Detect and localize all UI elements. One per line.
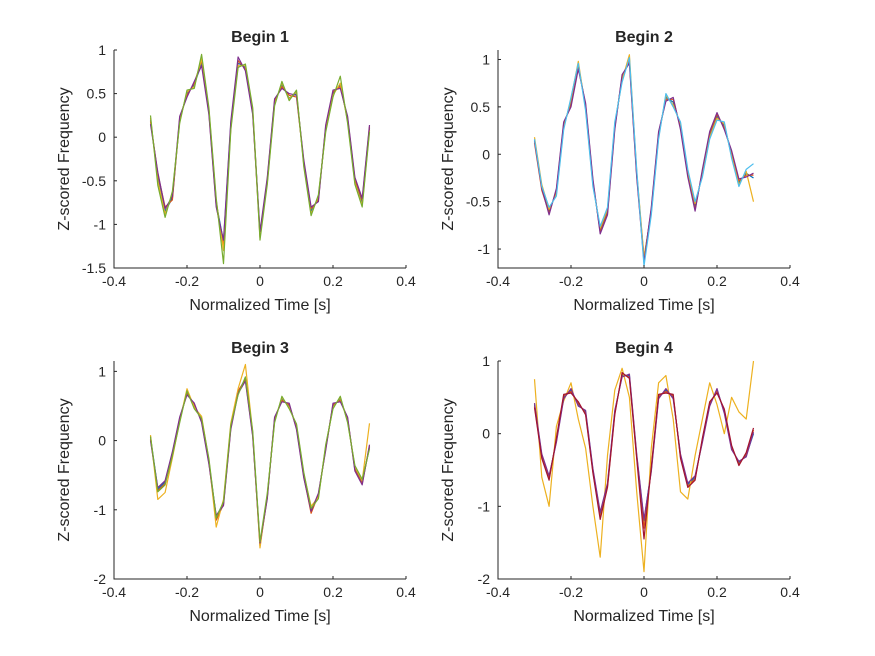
series-line-4 xyxy=(533,62,754,263)
chart-title: Begin 4 xyxy=(615,340,673,357)
y-axis-label: Z-scored Frequency xyxy=(440,398,457,541)
x-tick-label: -0.2 xyxy=(175,584,199,600)
x-tick-label: 0 xyxy=(256,273,264,289)
x-axis-label: Normalized Time [s] xyxy=(189,608,330,625)
x-tick-label: 0 xyxy=(640,584,648,600)
x-axis-label: Normalized Time [s] xyxy=(573,608,714,625)
x-tick-label: 0.4 xyxy=(396,584,416,600)
series-line-4 xyxy=(149,56,371,241)
subplot-4: -0.4 -0.2 0 0.2 0.4 -2 -1 0 1 Begin 4 Normalized T… xyxy=(440,340,800,625)
y-tick-label: 0 xyxy=(98,433,106,449)
x-tick-label: 0.4 xyxy=(780,273,800,289)
series-line-2 xyxy=(533,60,754,261)
x-tick-label: -0.4 xyxy=(102,584,126,600)
chart-title: Begin 3 xyxy=(231,340,289,357)
x-tick-label: 0.2 xyxy=(707,584,727,600)
series-line-3 xyxy=(533,54,755,258)
x-tick-label: -0.4 xyxy=(102,273,126,289)
y-tick-label: 0 xyxy=(98,129,106,145)
y-axis-label: Z-scored Frequency xyxy=(56,87,73,230)
x-tick-label: -0.2 xyxy=(559,584,583,600)
x-tick-label: -0.2 xyxy=(559,273,583,289)
series-line-5 xyxy=(149,53,371,265)
series-line-4 xyxy=(533,373,755,521)
x-tick-label: 0 xyxy=(640,273,648,289)
y-tick-label: -1 xyxy=(94,216,107,232)
series-line-3 xyxy=(533,360,755,573)
x-tick-label: -0.2 xyxy=(175,273,199,289)
y-tick-label: -2 xyxy=(94,571,107,587)
y-tick-label: 1 xyxy=(98,42,106,58)
series-line-5 xyxy=(533,56,754,267)
x-tick-label: 0.2 xyxy=(323,273,343,289)
y-tick-label: 0.5 xyxy=(87,86,107,102)
x-tick-label: 0.2 xyxy=(707,273,727,289)
y-tick-label: 0.5 xyxy=(471,99,491,115)
subplot-1: -0.4 -0.2 0 0.2 0.4 -1.5 -1 -0.5 0 0.5 1 Begin 1 Nor… xyxy=(56,29,416,314)
y-tick-label: -1 xyxy=(94,502,107,518)
axes-frame xyxy=(497,50,790,269)
y-tick-label: 1 xyxy=(482,51,490,67)
subplot-3: -0.4 -0.2 0 0.2 0.4 -2 -1 0 1 Begin 3 Normalized T… xyxy=(56,340,416,625)
y-axis-label: Z-scored Frequency xyxy=(440,87,457,230)
x-axis-label: Normalized Time [s] xyxy=(189,297,330,314)
y-axis-label: Z-scored Frequency xyxy=(56,398,73,541)
x-tick-label: 0.4 xyxy=(396,273,416,289)
y-tick-label: 0 xyxy=(482,426,490,442)
y-tick-label: -0.5 xyxy=(82,173,106,189)
y-tick-label: -1.5 xyxy=(82,260,106,276)
x-tick-label: 0.4 xyxy=(780,584,800,600)
series-line-1 xyxy=(533,58,754,260)
series-line-5 xyxy=(149,376,371,543)
series-line-2 xyxy=(533,373,755,529)
series-line-4 xyxy=(149,380,371,544)
chart-title: Begin 2 xyxy=(615,29,673,46)
x-tick-label: -0.4 xyxy=(486,584,510,600)
x-axis-label: Normalized Time [s] xyxy=(573,297,714,314)
y-tick-label: -1 xyxy=(478,241,491,257)
y-tick-label: 1 xyxy=(482,353,490,369)
series-line-5 xyxy=(533,372,755,540)
y-tick-label: 0 xyxy=(482,146,490,162)
chart-title: Begin 1 xyxy=(231,29,289,46)
series-line-3 xyxy=(149,363,371,549)
x-tick-label: -0.4 xyxy=(486,273,510,289)
x-tick-label: 0 xyxy=(256,584,264,600)
y-tick-label: -0.5 xyxy=(466,194,490,210)
y-tick-label: -1 xyxy=(478,498,491,514)
x-tick-label: 0.2 xyxy=(323,584,343,600)
y-tick-label: 1 xyxy=(98,363,106,379)
subplot-2: -0.4 -0.2 0 0.2 0.4 -1 -0.5 0 0.5 1 Begin 2 Normali… xyxy=(440,29,800,314)
series-line-1 xyxy=(533,374,755,522)
y-tick-label: -2 xyxy=(478,571,491,587)
